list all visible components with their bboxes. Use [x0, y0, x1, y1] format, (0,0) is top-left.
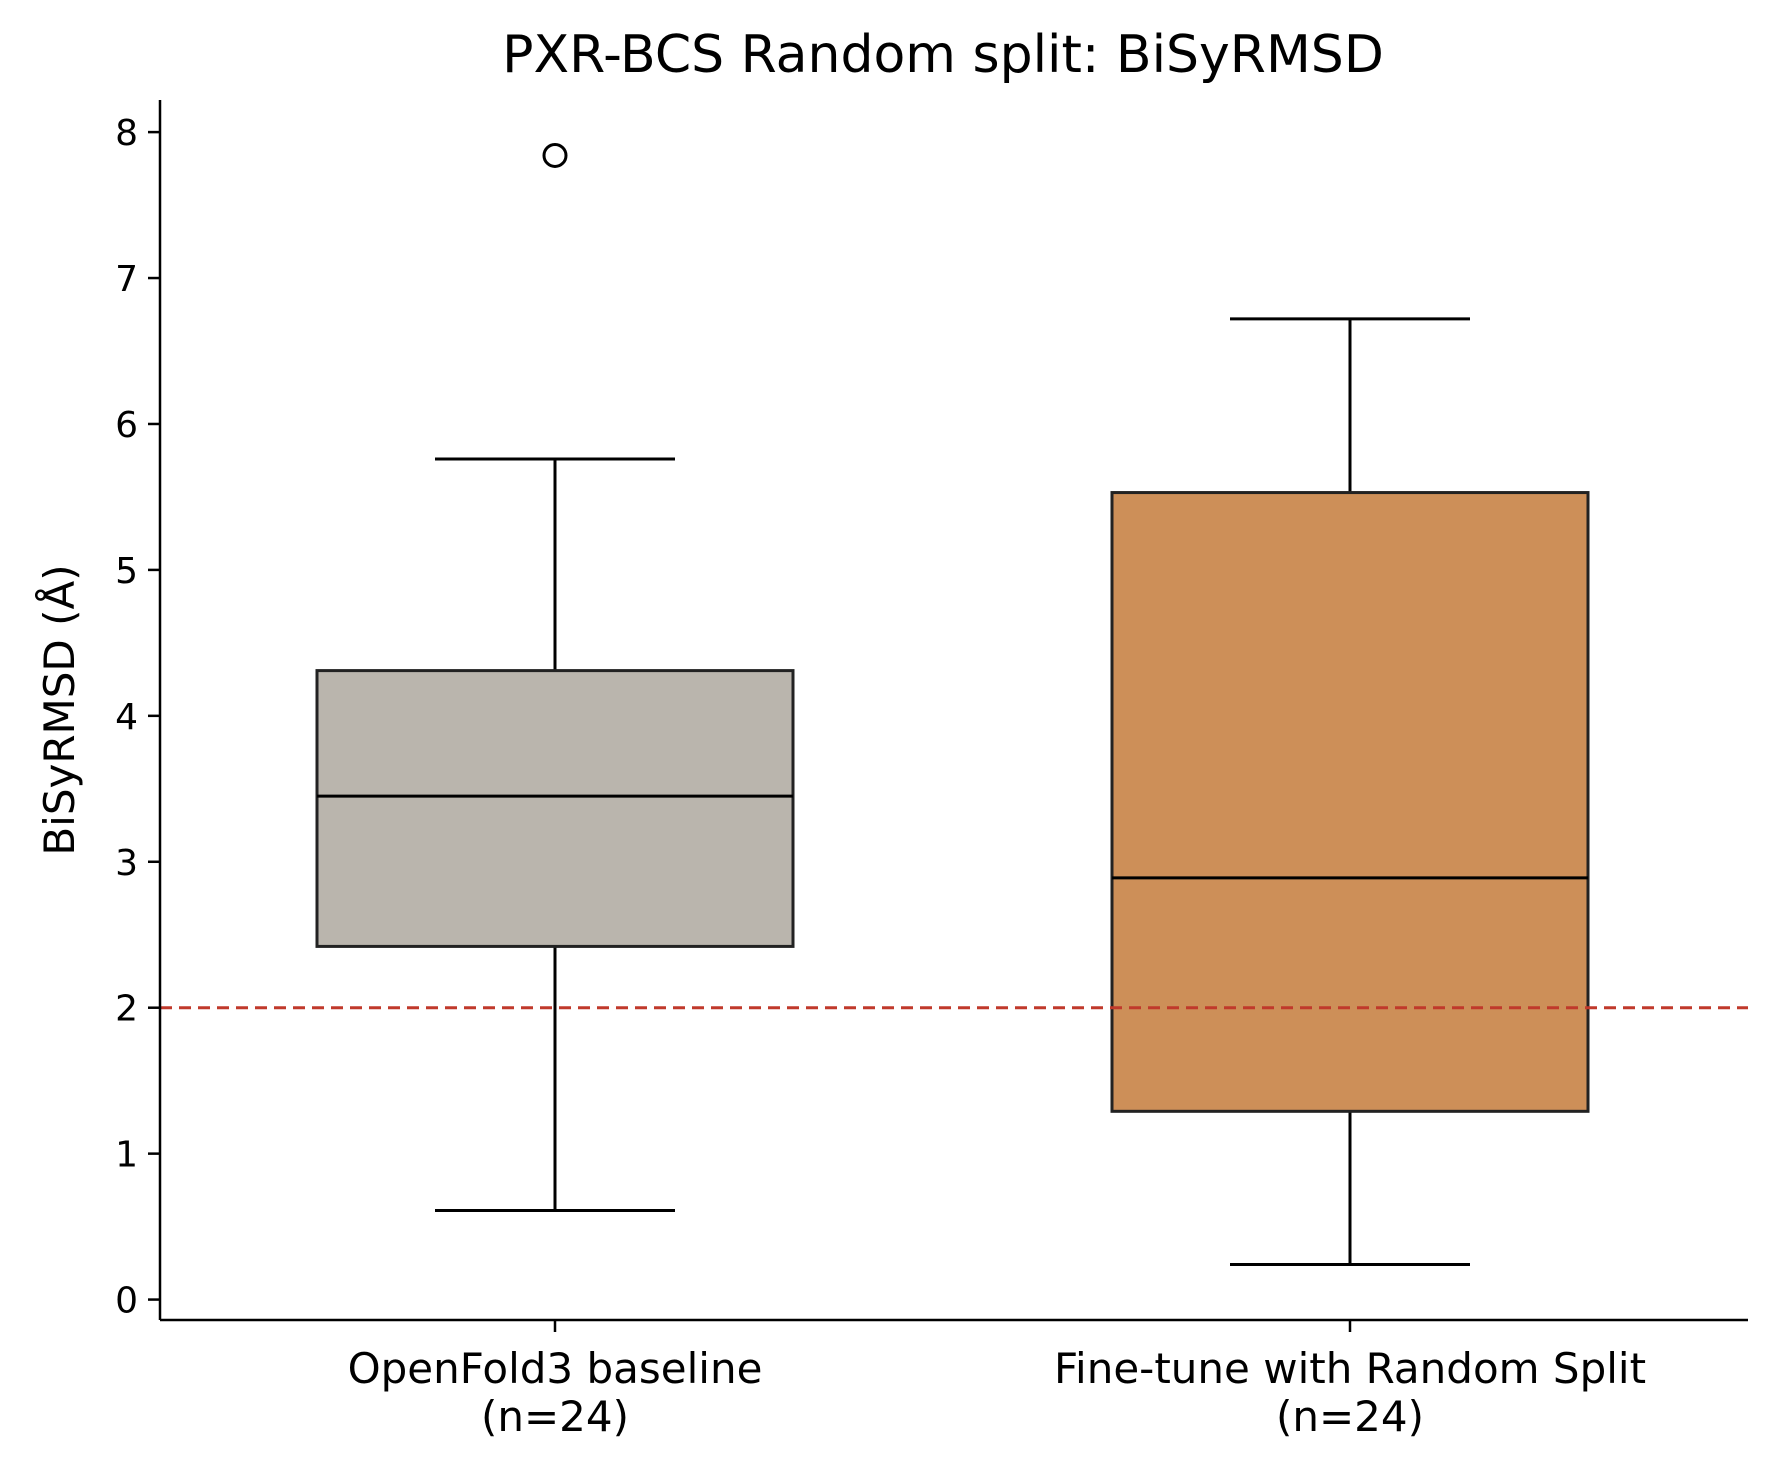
x-tick-label: (n=24): [1276, 1392, 1424, 1441]
x-tick-label: (n=24): [481, 1392, 629, 1441]
x-tick-label: Fine-tune with Random Split: [1054, 1344, 1646, 1393]
y-tick-label: 1: [115, 1135, 138, 1176]
y-tick-label: 8: [115, 113, 138, 154]
y-tick-label: 7: [115, 259, 138, 300]
chart-title: PXR-BCS Random split: BiSyRMSD: [502, 25, 1384, 85]
y-tick-label: 4: [115, 697, 138, 738]
y-tick-label: 6: [115, 405, 138, 446]
box-body: [315, 669, 795, 948]
y-tick-label: 3: [115, 843, 138, 884]
box-body: [1110, 491, 1590, 1113]
y-tick-label: 5: [115, 551, 138, 592]
x-tick-label: OpenFold3 baseline: [348, 1344, 763, 1393]
y-tick-label: 2: [115, 989, 138, 1030]
outlier-point: [542, 142, 568, 168]
y-tick-label: 0: [115, 1281, 138, 1322]
y-axis-label: BiSyRMSD (Å): [34, 564, 84, 855]
